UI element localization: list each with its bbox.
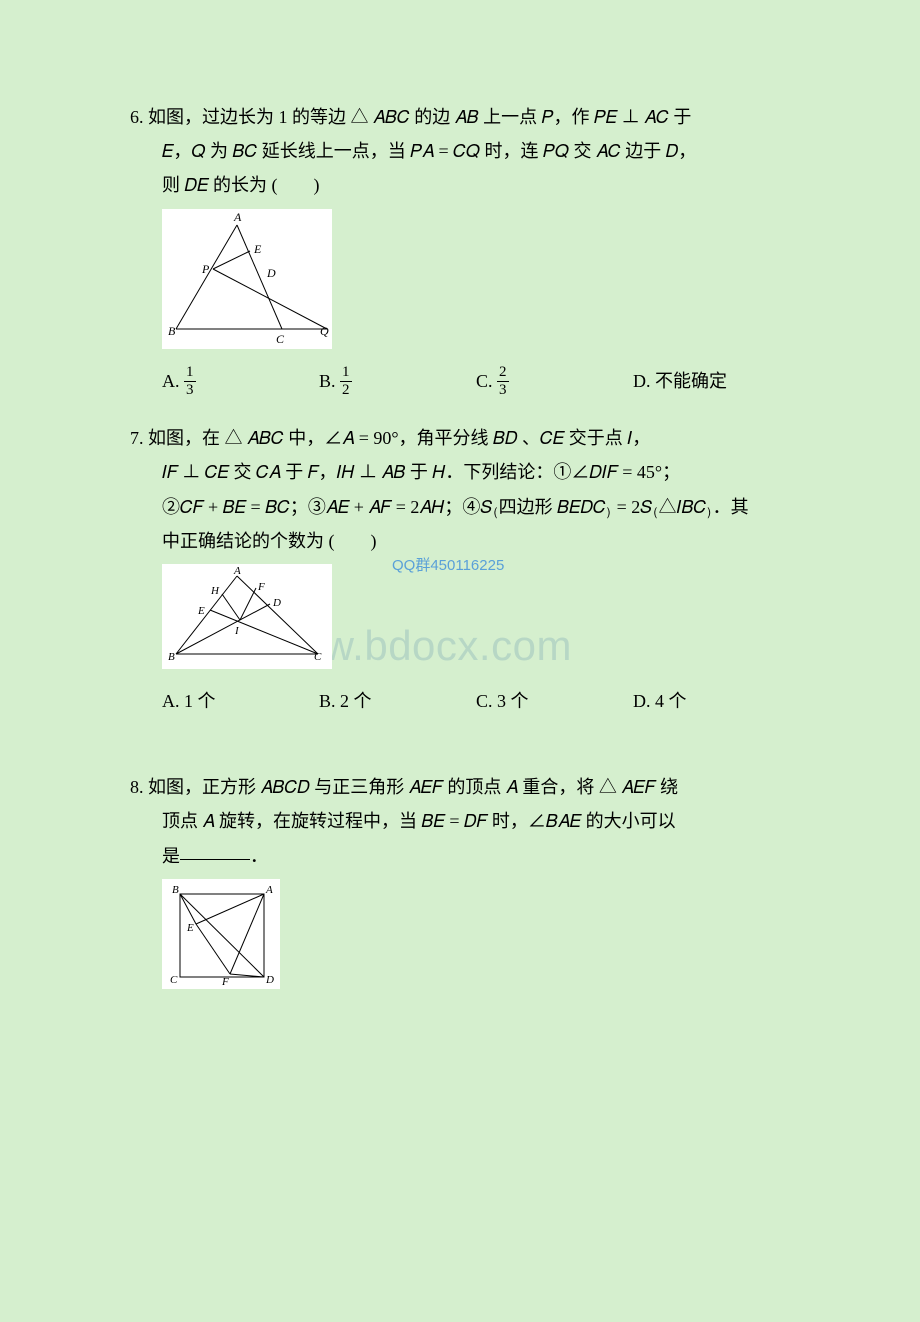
choice-d: D. 4 个 [633, 684, 790, 718]
svg-text:F: F [221, 976, 229, 988]
problem-line-3: 则 𝐷𝐸 的长为 ( ) [162, 168, 790, 202]
choice-a: A. 13 [162, 364, 319, 399]
svg-text:E: E [186, 922, 194, 934]
svg-text:F: F [257, 581, 265, 593]
svg-text:C: C [170, 974, 178, 986]
svg-text:D: D [265, 974, 274, 986]
problem-8: 8. 如图，正方形 𝐴𝐵𝐶𝐷 与正三角形 𝐴𝐸𝐹 的顶点 𝐴 重合，将 △ 𝐴𝐸… [130, 770, 790, 1000]
problem-line-1: 如图，正方形 𝐴𝐵𝐶𝐷 与正三角形 𝐴𝐸𝐹 的顶点 𝐴 重合，将 △ 𝐴𝐸𝐹 绕 [148, 777, 678, 797]
square-triangle-diagram-svg: B A C D E F [162, 879, 280, 989]
problem-line-3: 是． [162, 839, 790, 873]
problem-line-2: 顶点 𝐴 旋转，在旋转过程中，当 𝐵𝐸 = 𝐷𝐹 时，∠𝐵𝐴𝐸 的大小可以 [162, 804, 790, 838]
svg-text:Q: Q [320, 324, 329, 338]
problem-6-figure: A E P D B C Q [162, 209, 332, 349]
fraction: 12 [340, 365, 352, 398]
problem-number: 8. [130, 777, 144, 797]
triangle-diagram-svg: A H F E D I B C [162, 564, 332, 669]
problem-8-figure: B A C D E F [162, 879, 280, 989]
problem-number: 6. [130, 107, 144, 127]
spacer [130, 740, 790, 770]
problem-line-2: 𝐼𝐹 ⊥ 𝐶𝐸 交 𝐶𝐴 于 𝐹，𝐼𝐻 ⊥ 𝐴𝐵 于 𝐻．下列结论：①∠𝐷𝐼𝐹 … [162, 455, 790, 489]
svg-text:B: B [172, 884, 179, 896]
fraction: 13 [184, 365, 196, 398]
choice-c: C. 3 个 [476, 684, 633, 718]
problem-6: 6. 如图，过边长为 1 的等边 △ 𝐴𝐵𝐶 的边 𝐴𝐵 上一点 𝑃，作 𝑃𝐸 … [130, 100, 790, 399]
svg-text:I: I [234, 625, 240, 637]
problem-8-text: 8. 如图，正方形 𝐴𝐵𝐶𝐷 与正三角形 𝐴𝐸𝐹 的顶点 𝐴 重合，将 △ 𝐴𝐸… [130, 770, 790, 873]
svg-text:C: C [276, 332, 285, 346]
svg-text:E: E [253, 242, 262, 256]
triangle-diagram-svg: A E P D B C Q [162, 209, 332, 349]
problem-line-2: 𝐸，𝑄 为 𝐵𝐶 延长线上一点，当 𝑃𝐴 = 𝐶𝑄 时，连 𝑃𝑄 交 𝐴𝐶 边于… [162, 134, 790, 168]
problem-7-choices: A. 1 个 B. 2 个 C. 3 个 D. 4 个 [130, 684, 790, 718]
svg-text:B: B [168, 651, 175, 663]
problem-line-3: ②𝐶𝐹 + 𝐵𝐸 = 𝐵𝐶；③𝐴𝐸 + 𝐴𝐹 = 2𝐴𝐻；④𝑆₍四边形 𝐵𝐸𝐷𝐶… [162, 490, 790, 524]
problem-7: 7. 如图，在 △ 𝐴𝐵𝐶 中，∠𝐴 = 90°，角平分线 𝐵𝐷 、𝐶𝐸 交于点… [130, 421, 790, 718]
svg-text:D: D [266, 266, 276, 280]
exam-page: 6. 如图，过边长为 1 的等边 △ 𝐴𝐵𝐶 的边 𝐴𝐵 上一点 𝑃，作 𝑃𝐸 … [0, 0, 920, 1322]
problem-7-figure-wrap: QQ群450116225 www.bdocx.com A H F E D [162, 558, 790, 680]
fraction: 23 [497, 365, 509, 398]
svg-text:D: D [272, 597, 281, 609]
problem-line-1: 如图，过边长为 1 的等边 △ 𝐴𝐵𝐶 的边 𝐴𝐵 上一点 𝑃，作 𝑃𝐸 ⊥ 𝐴… [148, 107, 691, 127]
choice-a: A. 1 个 [162, 684, 319, 718]
choice-b: B. 2 个 [319, 684, 476, 718]
problem-7-text: 7. 如图，在 △ 𝐴𝐵𝐶 中，∠𝐴 = 90°，角平分线 𝐵𝐷 、𝐶𝐸 交于点… [130, 421, 790, 558]
choice-c: C. 23 [476, 364, 633, 399]
choice-b: B. 12 [319, 364, 476, 399]
problem-7-figure: A H F E D I B C [162, 564, 332, 669]
svg-text:A: A [233, 565, 241, 577]
svg-text:C: C [314, 651, 322, 663]
choice-d: D. 不能确定 [633, 364, 790, 399]
svg-text:A: A [233, 210, 242, 224]
svg-text:B: B [168, 324, 176, 338]
watermark-qq: QQ群450116225 [392, 552, 504, 581]
problem-number: 7. [130, 428, 144, 448]
svg-text:P: P [201, 262, 210, 276]
fill-blank [180, 859, 250, 860]
svg-text:H: H [210, 585, 220, 597]
svg-text:E: E [197, 605, 205, 617]
problem-6-choices: A. 13 B. 12 C. 23 D. 不能确定 [130, 364, 790, 399]
svg-text:A: A [265, 884, 273, 896]
problem-line-1: 如图，在 △ 𝐴𝐵𝐶 中，∠𝐴 = 90°，角平分线 𝐵𝐷 、𝐶𝐸 交于点 𝐼， [148, 428, 650, 448]
problem-6-text: 6. 如图，过边长为 1 的等边 △ 𝐴𝐵𝐶 的边 𝐴𝐵 上一点 𝑃，作 𝑃𝐸 … [130, 100, 790, 203]
